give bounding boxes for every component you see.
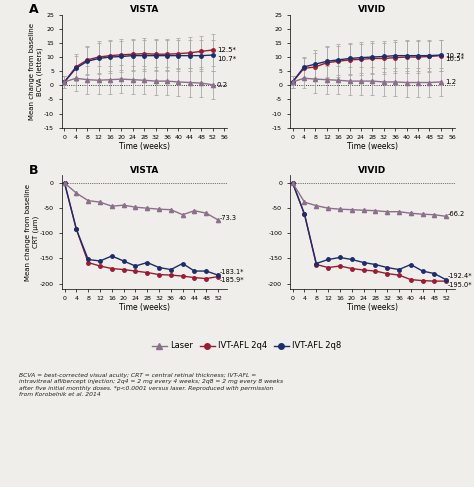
- X-axis label: Time (weeks): Time (weeks): [119, 303, 170, 312]
- Title: VISTA: VISTA: [129, 166, 159, 175]
- X-axis label: Time (weeks): Time (weeks): [347, 142, 398, 151]
- Text: A: A: [28, 3, 38, 16]
- Text: -195.0*: -195.0*: [447, 281, 472, 288]
- Y-axis label: Mean change from baseline
CRT (μm): Mean change from baseline CRT (μm): [25, 184, 38, 281]
- Legend: Laser, IVT-AFL 2q4, IVT-AFL 2q8: Laser, IVT-AFL 2q4, IVT-AFL 2q8: [148, 338, 345, 354]
- Title: VIVID: VIVID: [358, 166, 386, 175]
- Text: 12.5*: 12.5*: [217, 47, 236, 53]
- Text: -185.9*: -185.9*: [219, 277, 244, 283]
- X-axis label: Time (weeks): Time (weeks): [119, 142, 170, 151]
- Text: 10.7*: 10.7*: [217, 56, 236, 62]
- Title: VIVID: VIVID: [358, 5, 386, 14]
- Text: B: B: [28, 164, 38, 177]
- Text: 10.7*: 10.7*: [445, 53, 464, 58]
- Text: 1.2: 1.2: [445, 79, 456, 85]
- Y-axis label: Mean change from baseline
BCVA (letters): Mean change from baseline BCVA (letters): [29, 23, 43, 120]
- Title: VISTA: VISTA: [129, 5, 159, 14]
- Text: -66.2: -66.2: [447, 211, 465, 217]
- Text: 10.5*: 10.5*: [445, 56, 464, 62]
- Text: -183.1*: -183.1*: [219, 269, 244, 275]
- Text: -73.3: -73.3: [219, 215, 237, 221]
- Text: -192.4*: -192.4*: [447, 273, 472, 279]
- Text: 0.2: 0.2: [217, 82, 228, 88]
- Text: BCVA = best-corrected visual acuity; CRT = central retinal thickness; IVT-AFL =
: BCVA = best-corrected visual acuity; CRT…: [19, 373, 283, 397]
- X-axis label: Time (weeks): Time (weeks): [347, 303, 398, 312]
